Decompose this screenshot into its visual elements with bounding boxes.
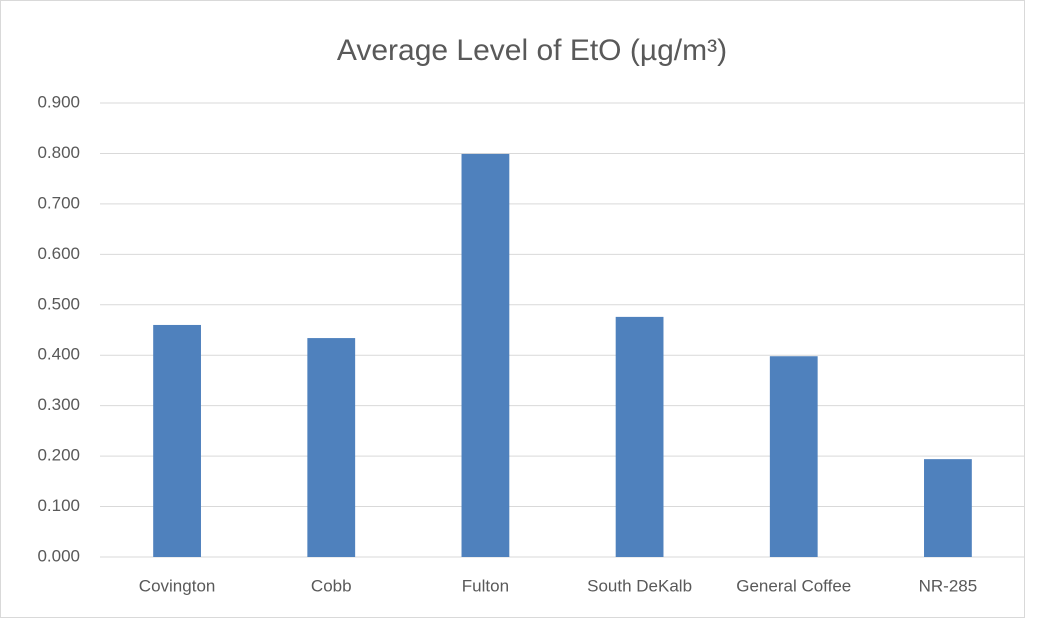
y-tick-label: 0.600 [37, 244, 80, 263]
bar [153, 324, 201, 557]
y-tick-label: 0.200 [37, 446, 80, 465]
y-tick-label: 0.000 [37, 546, 80, 565]
y-tick-label: 0.700 [37, 193, 80, 212]
x-tick-label: General Coffee [736, 576, 851, 595]
x-tick-label: South DeKalb [587, 576, 692, 595]
y-tick-label: 0.400 [37, 345, 80, 364]
x-tick-label: Fulton [462, 576, 509, 595]
bar [615, 316, 664, 557]
y-tick-label: 0.500 [37, 294, 80, 313]
x-tick-label: Cobb [311, 576, 352, 595]
chart-title: Average Level of EtO (µg/m³) [337, 34, 727, 67]
y-tick-label: 0.300 [37, 395, 80, 414]
y-tick-label: 0.100 [37, 496, 80, 515]
y-tick-label: 0.900 [37, 92, 80, 111]
x-tick-label: Covington [139, 576, 216, 595]
y-tick-label: 0.800 [37, 143, 80, 162]
bar [769, 356, 818, 557]
bar [924, 459, 972, 557]
x-tick-label: NR-285 [919, 576, 978, 595]
bar [307, 338, 356, 557]
bar [461, 153, 510, 557]
